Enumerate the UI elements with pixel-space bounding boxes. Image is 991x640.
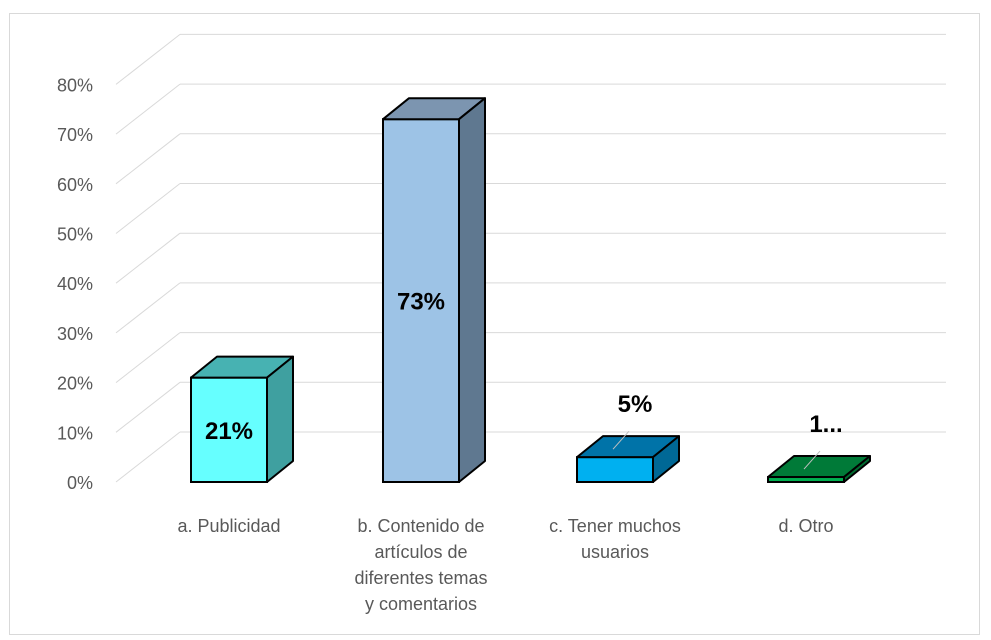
y-tick-label: 80% — [57, 75, 93, 95]
category-label: c. Tener muchos usuarios — [549, 516, 681, 562]
category-label-line: diferentes temas — [354, 568, 487, 588]
data-label: 21% — [205, 418, 253, 445]
category-label-line: usuarios — [581, 542, 649, 562]
category-label: d. Otro — [778, 516, 833, 536]
category-label: b. Contenido de artículos de diferentes te… — [354, 516, 487, 614]
gridline-diagonal — [115, 381, 181, 433]
category-label-line: b. Contenido de — [357, 516, 484, 536]
category-label-line: y comentarios — [365, 594, 477, 614]
gridline-diagonal — [115, 133, 181, 185]
y-tick-label: 0% — [67, 473, 93, 493]
y-tick-label: 10% — [57, 423, 93, 443]
y-axis-ticks: 0% 10% 20% 30% 40% 50% 60% 70% 80% — [57, 75, 93, 493]
bar-side — [843, 455, 871, 483]
category-label-line: artículos de — [374, 542, 467, 562]
data-labels: 21% 73% 5% 1... — [205, 289, 843, 470]
gridline-diagonal — [115, 232, 181, 284]
gridlines — [115, 33, 946, 483]
bars — [190, 97, 871, 484]
y-tick-label: 50% — [57, 225, 93, 245]
gridline-diagonal — [115, 282, 181, 334]
category-label-line: c. Tener muchos — [549, 516, 681, 536]
y-tick-label: 30% — [57, 324, 93, 344]
y-tick-label: 40% — [57, 274, 93, 294]
gridline-diagonal — [115, 183, 181, 234]
bar-front — [382, 118, 460, 483]
y-tick-label: 70% — [57, 125, 93, 145]
bar-side — [458, 97, 486, 483]
leader-line — [612, 430, 630, 450]
data-label: 73% — [397, 289, 445, 316]
leader-line — [803, 450, 821, 470]
y-tick-label: 20% — [57, 374, 93, 394]
chart-frame — [9, 13, 980, 635]
category-labels: a. Publicidad b. Contenido de artículos de… — [177, 516, 833, 614]
bar-side — [266, 355, 294, 483]
gridline-diagonal — [115, 83, 181, 135]
category-label-line: d. Otro — [778, 516, 833, 536]
category-label-line: a. Publicidad — [177, 516, 280, 536]
gridline-diagonal — [115, 332, 181, 383]
category-label: a. Publicidad — [177, 516, 280, 536]
bar-side — [652, 435, 680, 483]
gridline-diagonal — [115, 34, 181, 85]
bar-front — [576, 456, 654, 483]
y-tick-label: 60% — [57, 175, 93, 195]
data-label: 5% — [618, 391, 653, 418]
data-label: 1... — [809, 411, 842, 438]
gridline-diagonal — [115, 431, 181, 483]
